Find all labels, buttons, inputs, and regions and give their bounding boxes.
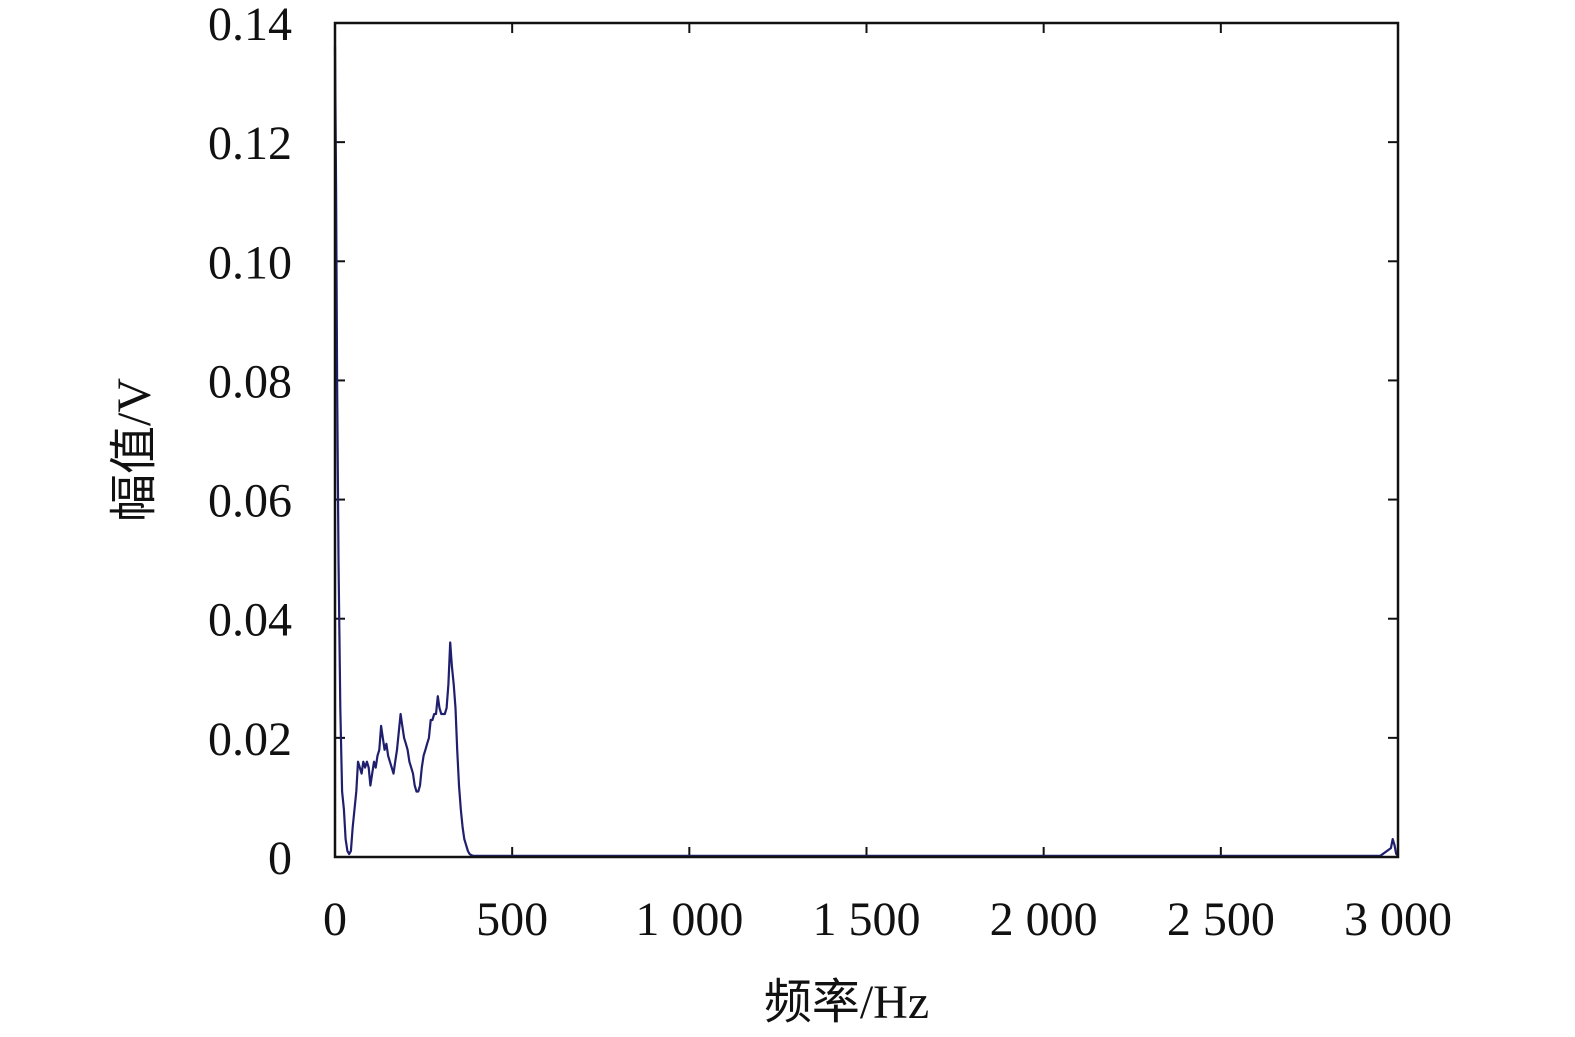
y-tick-label: 0.04 bbox=[208, 594, 292, 647]
y-tick-label: 0.06 bbox=[208, 475, 292, 528]
x-tick-label: 1 500 bbox=[813, 893, 921, 946]
y-tick-label: 0.02 bbox=[208, 713, 292, 766]
y-tick-label: 0.08 bbox=[208, 355, 292, 408]
x-tick-label: 500 bbox=[476, 893, 548, 946]
x-tick-label: 3 000 bbox=[1344, 893, 1452, 946]
x-tick-label: 0 bbox=[323, 893, 347, 946]
x-axis-title: 频率/Hz bbox=[764, 976, 929, 1029]
y-axis-tick-labels: 0 0.02 0.04 0.06 0.08 0.10 0.12 0.14 bbox=[208, 0, 292, 885]
y-tick-label: 0 bbox=[268, 832, 292, 885]
x-tick-label: 2 500 bbox=[1167, 893, 1275, 946]
y-tick-label: 0.10 bbox=[208, 236, 292, 289]
axis-ticks bbox=[334, 22, 1399, 858]
y-tick-label: 0.12 bbox=[208, 117, 292, 170]
x-tick-label: 2 000 bbox=[990, 893, 1098, 946]
x-tick-label: 1 000 bbox=[635, 893, 743, 946]
plot-frame bbox=[333, 21, 1400, 859]
y-axis-title: 幅值/V bbox=[108, 378, 161, 522]
x-axis-tick-labels: 0 500 1 000 1 500 2 000 2 500 3 000 bbox=[323, 893, 1452, 946]
y-tick-label: 0.14 bbox=[208, 0, 292, 51]
spectrum-series-line bbox=[333, 46, 1399, 857]
